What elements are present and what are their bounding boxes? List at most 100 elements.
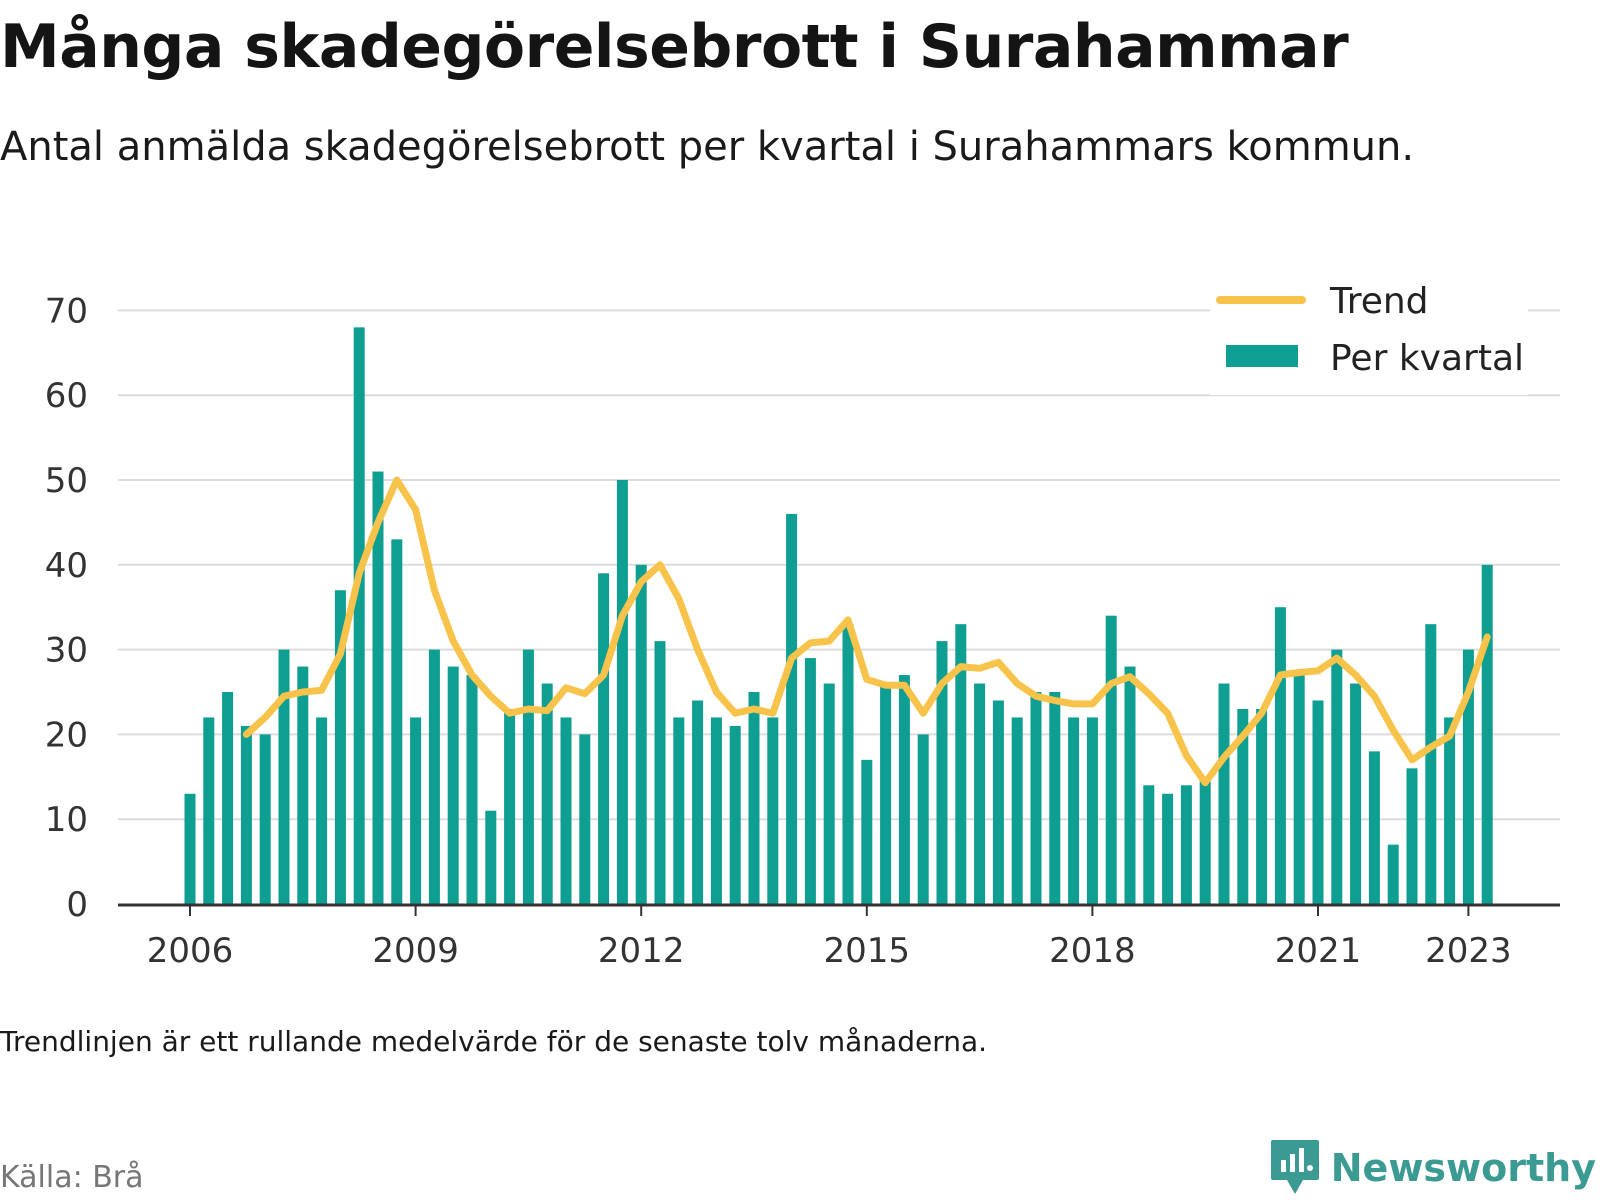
bar: [485, 810, 497, 904]
bar: [1162, 793, 1174, 904]
bar: [1086, 717, 1098, 904]
brand-logo[interactable]: Newsworthy: [1269, 1138, 1596, 1198]
bar: [240, 725, 252, 904]
bar: [1199, 776, 1211, 904]
bar: [974, 683, 986, 904]
bar: [1368, 751, 1380, 904]
bar: [748, 692, 760, 904]
bar: [316, 717, 328, 904]
footnote: Trendlinjen är ett rullande medelvärde f…: [0, 1025, 988, 1058]
bar: [334, 590, 346, 904]
bar: [710, 717, 722, 904]
bar: [1030, 692, 1042, 904]
bar: [635, 564, 647, 904]
source-label: Källa: Brå: [0, 1160, 144, 1195]
bar: [1256, 708, 1268, 904]
bar: [786, 513, 798, 904]
bar: [1049, 692, 1061, 904]
bar: [1444, 717, 1456, 904]
x-axis-ticks: 2006 2009 2012 2015 2018 2021 2023: [147, 906, 1512, 971]
bar: [898, 675, 910, 904]
bar: [541, 683, 553, 904]
bar: [504, 708, 516, 904]
x-tick-label: 2018: [1049, 931, 1136, 971]
bar: [1312, 700, 1324, 904]
newsworthy-logo-icon: [1270, 1140, 1319, 1194]
bar: [880, 683, 892, 904]
bar: [1350, 683, 1362, 904]
bar: [1331, 649, 1343, 904]
legend-bar-label: Per kvartal: [1330, 338, 1524, 379]
bar: [729, 725, 741, 904]
bar: [673, 717, 685, 904]
trend-line: [242, 476, 1491, 787]
bar-series: [184, 327, 1493, 904]
x-tick-label: 2009: [372, 931, 459, 971]
bar: [598, 573, 610, 904]
y-tick-label: 70: [45, 291, 88, 331]
bar: [1124, 666, 1136, 904]
bar: [1143, 785, 1155, 904]
y-tick-label: 20: [45, 715, 88, 755]
y-tick-label: 60: [45, 376, 88, 416]
bar: [692, 700, 704, 904]
bar: [222, 692, 234, 904]
bar: [391, 539, 403, 904]
y-tick-label: 50: [45, 461, 88, 501]
legend-background: [1210, 275, 1528, 395]
y-tick-label: 0: [66, 885, 88, 925]
bar: [936, 641, 948, 904]
x-tick-label: 2023: [1425, 931, 1512, 971]
bar: [1274, 607, 1286, 904]
bar: [654, 641, 666, 904]
brand-name: Newsworthy: [1330, 1146, 1596, 1190]
legend-bar-swatch: [1226, 345, 1298, 367]
x-tick-label: 2012: [598, 931, 685, 971]
bar: [410, 717, 422, 904]
bar: [917, 734, 929, 904]
bar: [1293, 675, 1305, 904]
bar: [823, 683, 835, 904]
bar: [278, 649, 290, 904]
bar: [184, 793, 196, 904]
bar: [297, 666, 309, 904]
legend: Trend Per kvartal: [1210, 275, 1528, 395]
bar: [1481, 564, 1493, 904]
bar: [861, 759, 873, 904]
bar: [955, 624, 967, 904]
bar: [1237, 708, 1249, 904]
y-axis-ticks: 0 10 20 30 40 50 60 70: [45, 291, 88, 925]
bar: [259, 734, 271, 904]
bar: [1425, 624, 1437, 904]
trend-series: [242, 476, 1491, 787]
bar: [804, 658, 816, 904]
chart-subtitle: Antal anmälda skadegörelsebrott per kvar…: [0, 124, 1415, 170]
bar: [1462, 649, 1474, 904]
bar: [522, 649, 534, 904]
bar: [1068, 717, 1080, 904]
bar: [1011, 717, 1023, 904]
x-tick-label: 2015: [824, 931, 911, 971]
bar: [1218, 683, 1230, 904]
bar: [616, 480, 628, 904]
bar: [466, 675, 478, 904]
y-tick-label: 10: [45, 800, 88, 840]
bar: [992, 700, 1004, 904]
bar: [428, 649, 440, 904]
y-tick-label: 30: [45, 631, 88, 671]
bar: [203, 717, 215, 904]
bar: [767, 717, 779, 904]
bar: [842, 624, 854, 904]
x-tick-label: 2006: [147, 931, 234, 971]
bar: [447, 666, 459, 904]
bar: [1180, 785, 1192, 904]
bar: [579, 734, 591, 904]
legend-trend-label: Trend: [1329, 281, 1429, 322]
x-tick-label: 2021: [1275, 931, 1362, 971]
bar: [1105, 615, 1117, 904]
bar: [353, 327, 365, 904]
chart-title: Många skadegörelsebrott i Surahammar: [0, 12, 1349, 82]
chart: 0 10 20 30 40 50 60 70 2006 2009 2012 2015 2018 2021…: [44, 275, 1560, 971]
bar: [1387, 844, 1399, 904]
y-tick-label: 40: [45, 546, 88, 586]
